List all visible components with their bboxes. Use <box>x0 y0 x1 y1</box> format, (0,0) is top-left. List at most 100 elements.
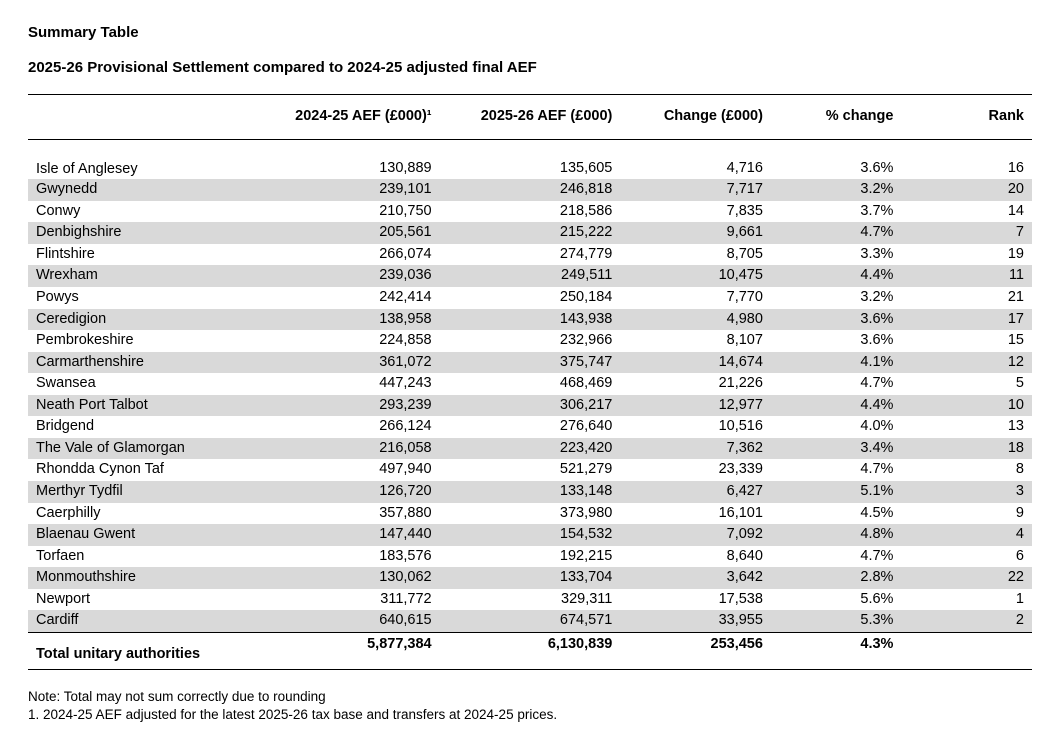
subtitle: 2025-26 Provisional Settlement compared … <box>28 59 1032 76</box>
table-row: The Vale of Glamorgan216,058223,4207,362… <box>28 438 1032 460</box>
cell-change: 12,977 <box>620 395 771 417</box>
cell-name: Denbighshire <box>28 222 269 244</box>
table-row: Bridgend266,124276,64010,5164.0%13 <box>28 416 1032 438</box>
cell-aef2526: 276,640 <box>440 416 621 438</box>
cell-pct: 3.6% <box>771 139 902 179</box>
cell-aef2425: 361,072 <box>269 352 440 374</box>
cell-rank: 3 <box>901 481 1032 503</box>
cell-aef2526: 133,148 <box>440 481 621 503</box>
cell-change: 7,362 <box>620 438 771 460</box>
note-rounding: Note: Total may not sum correctly due to… <box>28 688 1032 706</box>
cell-aef2425: 224,858 <box>269 330 440 352</box>
cell-aef2425: 266,124 <box>269 416 440 438</box>
total-aef2526: 6,130,839 <box>440 632 621 669</box>
cell-rank: 21 <box>901 287 1032 309</box>
table-row: Monmouthshire130,062133,7043,6422.8%22 <box>28 567 1032 589</box>
cell-aef2526: 218,586 <box>440 201 621 223</box>
cell-name: Pembrokeshire <box>28 330 269 352</box>
cell-change: 4,716 <box>620 139 771 179</box>
cell-aef2526: 192,215 <box>440 546 621 568</box>
total-rank <box>901 632 1032 669</box>
cell-name: Bridgend <box>28 416 269 438</box>
cell-rank: 14 <box>901 201 1032 223</box>
cell-change: 3,642 <box>620 567 771 589</box>
cell-aef2425: 239,101 <box>269 179 440 201</box>
cell-change: 8,107 <box>620 330 771 352</box>
cell-aef2425: 497,940 <box>269 459 440 481</box>
cell-name: Rhondda Cynon Taf <box>28 459 269 481</box>
cell-aef2425: 239,036 <box>269 265 440 287</box>
col-header-pct: % change <box>771 95 902 140</box>
total-aef2425: 5,877,384 <box>269 632 440 669</box>
cell-pct: 2.8% <box>771 567 902 589</box>
cell-name: Merthyr Tydfil <box>28 481 269 503</box>
cell-name: Caerphilly <box>28 503 269 525</box>
cell-name: Swansea <box>28 373 269 395</box>
cell-change: 16,101 <box>620 503 771 525</box>
table-row: Gwynedd239,101246,8187,7173.2%20 <box>28 179 1032 201</box>
table-row: Swansea447,243468,46921,2264.7%5 <box>28 373 1032 395</box>
col-header-name <box>28 95 269 140</box>
total-row: Total unitary authorities 5,877,384 6,13… <box>28 632 1032 669</box>
cell-rank: 9 <box>901 503 1032 525</box>
table-row: Carmarthenshire361,072375,74714,6744.1%1… <box>28 352 1032 374</box>
cell-aef2425: 183,576 <box>269 546 440 568</box>
cell-rank: 15 <box>901 330 1032 352</box>
cell-aef2425: 126,720 <box>269 481 440 503</box>
cell-aef2526: 246,818 <box>440 179 621 201</box>
cell-name: Conwy <box>28 201 269 223</box>
cell-change: 33,955 <box>620 610 771 632</box>
cell-rank: 16 <box>901 139 1032 179</box>
cell-name: Powys <box>28 287 269 309</box>
cell-aef2526: 250,184 <box>440 287 621 309</box>
cell-name: Torfaen <box>28 546 269 568</box>
cell-rank: 10 <box>901 395 1032 417</box>
col-header-rank: Rank <box>901 95 1032 140</box>
table-row: Conwy210,750218,5867,8353.7%14 <box>28 201 1032 223</box>
cell-aef2425: 357,880 <box>269 503 440 525</box>
cell-aef2425: 293,239 <box>269 395 440 417</box>
cell-rank: 5 <box>901 373 1032 395</box>
cell-aef2526: 373,980 <box>440 503 621 525</box>
cell-aef2425: 311,772 <box>269 589 440 611</box>
cell-aef2526: 274,779 <box>440 244 621 266</box>
cell-aef2526: 249,511 <box>440 265 621 287</box>
cell-change: 7,717 <box>620 179 771 201</box>
cell-name: Monmouthshire <box>28 567 269 589</box>
cell-name: Carmarthenshire <box>28 352 269 374</box>
cell-aef2425: 242,414 <box>269 287 440 309</box>
cell-aef2425: 205,561 <box>269 222 440 244</box>
cell-pct: 4.0% <box>771 416 902 438</box>
cell-pct: 4.7% <box>771 459 902 481</box>
cell-change: 9,661 <box>620 222 771 244</box>
cell-aef2425: 216,058 <box>269 438 440 460</box>
cell-aef2425: 130,889 <box>269 139 440 179</box>
cell-rank: 13 <box>901 416 1032 438</box>
summary-title: Summary Table <box>28 24 1032 41</box>
table-row: Blaenau Gwent147,440154,5327,0924.8%4 <box>28 524 1032 546</box>
cell-name: Gwynedd <box>28 179 269 201</box>
cell-aef2425: 138,958 <box>269 309 440 331</box>
cell-pct: 3.7% <box>771 201 902 223</box>
cell-aef2526: 135,605 <box>440 139 621 179</box>
col-header-aef2425: 2024-25 AEF (£000)¹ <box>269 95 440 140</box>
table-row: Powys242,414250,1847,7703.2%21 <box>28 287 1032 309</box>
cell-change: 8,705 <box>620 244 771 266</box>
cell-pct: 5.1% <box>771 481 902 503</box>
table-row: Merthyr Tydfil126,720133,1486,4275.1%3 <box>28 481 1032 503</box>
cell-pct: 3.2% <box>771 287 902 309</box>
cell-name: Neath Port Talbot <box>28 395 269 417</box>
cell-change: 8,640 <box>620 546 771 568</box>
cell-rank: 4 <box>901 524 1032 546</box>
cell-name: Newport <box>28 589 269 611</box>
cell-aef2425: 130,062 <box>269 567 440 589</box>
cell-pct: 3.6% <box>771 309 902 331</box>
cell-pct: 3.6% <box>771 330 902 352</box>
cell-pct: 4.7% <box>771 373 902 395</box>
cell-rank: 7 <box>901 222 1032 244</box>
cell-aef2526: 375,747 <box>440 352 621 374</box>
cell-rank: 18 <box>901 438 1032 460</box>
cell-aef2526: 223,420 <box>440 438 621 460</box>
cell-aef2526: 468,469 <box>440 373 621 395</box>
cell-name: Wrexham <box>28 265 269 287</box>
